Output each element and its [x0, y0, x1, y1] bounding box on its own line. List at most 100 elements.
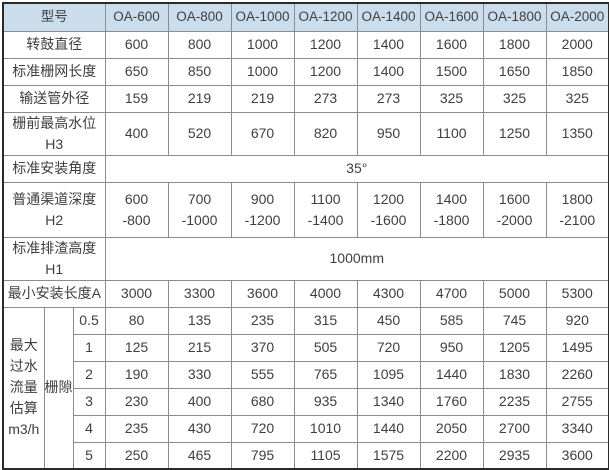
cell: 5300 — [545, 279, 609, 308]
cell: 3600 — [230, 279, 295, 308]
cell: 430 — [167, 414, 232, 443]
cell: 465 — [167, 441, 232, 470]
cell: 520 — [167, 111, 232, 156]
cell: 2755 — [545, 387, 609, 416]
row-label: 栅前最高水位H3 — [2, 111, 106, 156]
cell: 1600 — [419, 30, 484, 59]
cell: 273 — [293, 84, 358, 113]
cell: 680 — [230, 387, 295, 416]
cell-merged-angle: 35° — [104, 154, 609, 183]
cell: 1495 — [545, 333, 609, 362]
cell: 600 — [104, 30, 169, 59]
model-header: OA-1800 — [482, 2, 547, 32]
cell: 2050 — [419, 414, 484, 443]
cell: 215 — [167, 333, 232, 362]
cell: 80 — [104, 306, 169, 335]
header-row: 型号 OA-600 OA-800 OA-1000 OA-1200 OA-1400… — [2, 2, 609, 32]
cell: 1200 -1600 — [356, 181, 421, 238]
cell: 190 — [104, 360, 169, 389]
cell: 1650 — [482, 57, 547, 86]
flow-row: 最大 过水 流量 估算 m3/h 栅隙 0.5 80 135 235 315 4… — [2, 306, 609, 470]
row-label: 普通渠道深度H2 — [2, 181, 106, 238]
cell: 4000 — [293, 279, 358, 308]
gap-value: 1 — [72, 333, 106, 362]
cell: 400 — [167, 387, 232, 416]
cell: 159 — [104, 84, 169, 113]
cell: 325 — [419, 84, 484, 113]
cell: 325 — [545, 84, 609, 113]
cell: 2200 — [419, 441, 484, 470]
row-label: 最小安装长度A — [2, 279, 106, 308]
flow-row: 5 250 465 795 1105 1575 2200 2935 3600 — [3, 441, 609, 470]
model-header: OA-2000 — [545, 2, 609, 32]
flow-row: 1 125 215 370 505 720 950 1205 1495 — [3, 333, 609, 362]
gap-value: 0.5 — [72, 306, 106, 335]
row-install-angle: 标准安装角度 35° — [2, 154, 609, 183]
flow-row: 2 190 330 555 765 1095 1440 1830 2260 — [3, 360, 609, 389]
cell: 800 — [167, 30, 232, 59]
model-header: OA-800 — [167, 2, 232, 32]
row-label: 标准排渣高度H1 — [2, 236, 106, 281]
cell: 1575 — [356, 441, 421, 470]
cell: 370 — [230, 333, 295, 362]
cell: 670 — [230, 111, 295, 156]
model-header: OA-1000 — [230, 2, 295, 32]
cell: 600 -800 — [104, 181, 169, 238]
row-max-water-level-h3: 栅前最高水位H3 400 520 670 820 950 1100 1250 1… — [2, 111, 609, 156]
row-screen-length: 标准栅网长度 650 850 1000 1200 1400 1500 1650 … — [2, 57, 609, 86]
gap-value: 2 — [72, 360, 106, 389]
cell: 720 — [356, 333, 421, 362]
cell: 900 -1200 — [230, 181, 295, 238]
cell: 650 — [104, 57, 169, 86]
cell: 1095 — [356, 360, 421, 389]
cell: 125 — [104, 333, 169, 362]
gap-column-label: 栅隙 — [43, 306, 74, 470]
cell: 765 — [293, 360, 358, 389]
cell: 1205 — [482, 333, 547, 362]
gap-value: 3 — [72, 387, 106, 416]
cell: 330 — [167, 360, 232, 389]
cell: 1100 -1400 — [293, 181, 358, 238]
cell: 315 — [293, 306, 358, 335]
cell: 1340 — [356, 387, 421, 416]
cell: 555 — [230, 360, 295, 389]
cell: 450 — [356, 306, 421, 335]
cell: 745 — [482, 306, 547, 335]
cell: 1830 — [482, 360, 547, 389]
cell: 1850 — [545, 57, 609, 86]
cell: 1440 — [419, 360, 484, 389]
cell: 850 — [167, 57, 232, 86]
cell: 1400 — [356, 57, 421, 86]
cell: 2000 — [545, 30, 609, 59]
cell: 505 — [293, 333, 358, 362]
row-label: 转鼓直径 — [2, 30, 106, 59]
cell: 4300 — [356, 279, 421, 308]
cell: 1500 — [419, 57, 484, 86]
cell-merged-h1: 1000mm — [104, 236, 609, 281]
cell: 235 — [104, 414, 169, 443]
cell: 2700 — [482, 414, 547, 443]
flow-row: 3 230 400 680 935 1340 1760 2235 2755 — [3, 387, 609, 416]
cell: 1000 — [230, 30, 295, 59]
cell: 250 — [104, 441, 169, 470]
cell: 3000 — [104, 279, 169, 308]
cell: 135 — [167, 306, 232, 335]
cell: 2935 — [482, 441, 547, 470]
cell: 5000 — [482, 279, 547, 308]
gap-value: 4 — [72, 414, 106, 443]
row-label: 输送管外径 — [2, 84, 106, 113]
model-header: OA-600 — [104, 2, 169, 32]
cell: 1800 — [482, 30, 547, 59]
cell: 1010 — [293, 414, 358, 443]
cell: 720 — [230, 414, 295, 443]
cell: 230 — [104, 387, 169, 416]
cell: 3300 — [167, 279, 232, 308]
cell: 1600 -2000 — [482, 181, 547, 238]
flow-section-label: 最大 过水 流量 估算 m3/h — [2, 306, 45, 470]
cell: 2260 — [545, 360, 609, 389]
cell: 935 — [293, 387, 358, 416]
row-min-install-length-a: 最小安装长度A 3000 3300 3600 4000 4300 4700 50… — [2, 279, 609, 308]
cell: 950 — [419, 333, 484, 362]
